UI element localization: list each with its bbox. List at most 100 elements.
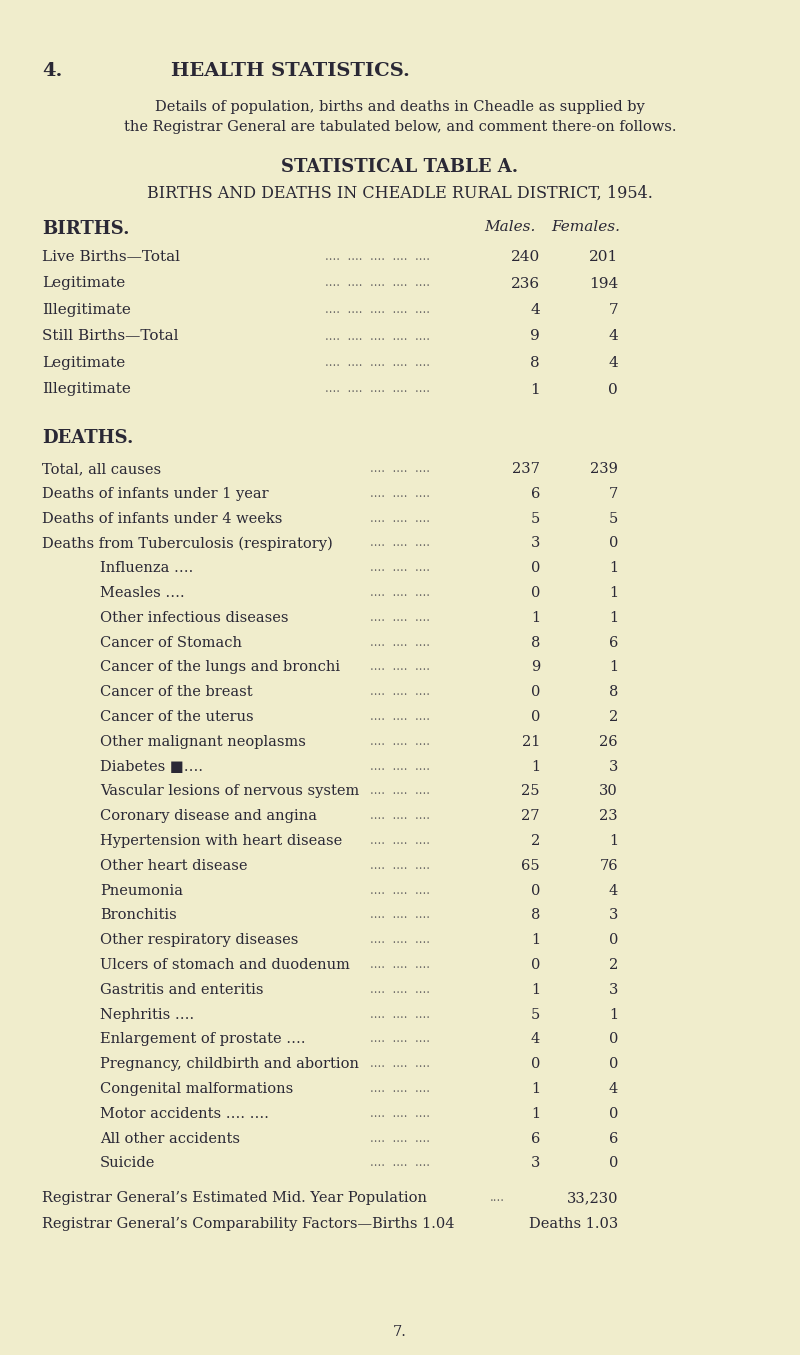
Text: 4: 4 (530, 1033, 540, 1046)
Text: Deaths 1.03: Deaths 1.03 (529, 1217, 618, 1232)
Text: ....  ....  ....: .... .... .... (370, 859, 430, 871)
Text: ....  ....  ....: .... .... .... (370, 883, 430, 897)
Text: Bronchitis: Bronchitis (100, 908, 177, 923)
Text: ....  ....  ....: .... .... .... (370, 585, 430, 599)
Text: 0: 0 (530, 710, 540, 724)
Text: 7: 7 (608, 304, 618, 317)
Text: 7.: 7. (393, 1325, 407, 1339)
Text: 1: 1 (609, 1008, 618, 1022)
Text: 1: 1 (609, 611, 618, 625)
Text: Other respiratory diseases: Other respiratory diseases (100, 934, 298, 947)
Text: Vascular lesions of nervous system: Vascular lesions of nervous system (100, 785, 359, 798)
Text: 201: 201 (589, 251, 618, 264)
Text: 9: 9 (530, 660, 540, 675)
Text: Legitimate: Legitimate (42, 356, 126, 370)
Text: 1: 1 (531, 760, 540, 774)
Text: ....: .... (490, 1191, 505, 1205)
Text: ....  ....  ....  ....  ....: .... .... .... .... .... (325, 382, 430, 396)
Text: ....  ....  ....: .... .... .... (370, 809, 430, 822)
Text: ....  ....  ....: .... .... .... (370, 635, 430, 649)
Text: 1: 1 (609, 833, 618, 848)
Text: 6: 6 (530, 486, 540, 501)
Text: ....  ....  ....: .... .... .... (370, 1156, 430, 1169)
Text: Cancer of the breast: Cancer of the breast (100, 686, 253, 699)
Text: 1: 1 (531, 611, 540, 625)
Text: HEALTH STATISTICS.: HEALTH STATISTICS. (170, 62, 410, 80)
Text: Pregnancy, childbirth and abortion: Pregnancy, childbirth and abortion (100, 1057, 359, 1072)
Text: Other infectious diseases: Other infectious diseases (100, 611, 289, 625)
Text: 4: 4 (608, 356, 618, 370)
Text: ....  ....  ....: .... .... .... (370, 1107, 430, 1119)
Text: ....  ....  ....: .... .... .... (370, 512, 430, 524)
Text: 26: 26 (599, 734, 618, 749)
Text: ....  ....  ....: .... .... .... (370, 1131, 430, 1145)
Text: Hypertension with heart disease: Hypertension with heart disease (100, 833, 342, 848)
Text: 0: 0 (609, 1057, 618, 1072)
Text: 3: 3 (530, 537, 540, 550)
Text: 0: 0 (608, 382, 618, 397)
Text: Nephritis ….: Nephritis …. (100, 1008, 194, 1022)
Text: 0: 0 (530, 1057, 540, 1072)
Text: 5: 5 (530, 512, 540, 526)
Text: ....  ....  ....: .... .... .... (370, 686, 430, 698)
Text: ....  ....  ....  ....  ....: .... .... .... .... .... (325, 329, 430, 343)
Text: Details of population, births and deaths in Cheadle as supplied by: Details of population, births and deaths… (155, 100, 645, 114)
Text: ....  ....  ....: .... .... .... (370, 760, 430, 772)
Text: 0: 0 (530, 585, 540, 600)
Text: ....  ....  ....: .... .... .... (370, 982, 430, 996)
Text: ....  ....  ....: .... .... .... (370, 908, 430, 921)
Text: ....  ....  ....: .... .... .... (370, 537, 430, 549)
Text: 4: 4 (609, 883, 618, 897)
Text: ....  ....  ....: .... .... .... (370, 934, 430, 946)
Text: Cancer of Stomach: Cancer of Stomach (100, 635, 242, 649)
Text: 1: 1 (609, 585, 618, 600)
Text: 2: 2 (609, 958, 618, 972)
Text: 6: 6 (609, 1131, 618, 1145)
Text: 8: 8 (530, 908, 540, 923)
Text: DEATHS.: DEATHS. (42, 430, 134, 447)
Text: 4: 4 (530, 304, 540, 317)
Text: Coronary disease and angina: Coronary disease and angina (100, 809, 317, 824)
Text: 1: 1 (531, 982, 540, 997)
Text: Legitimate: Legitimate (42, 276, 126, 290)
Text: 1: 1 (609, 561, 618, 576)
Text: 8: 8 (609, 686, 618, 699)
Text: 239: 239 (590, 462, 618, 476)
Text: 194: 194 (589, 276, 618, 290)
Text: 21: 21 (522, 734, 540, 749)
Text: 0: 0 (530, 958, 540, 972)
Text: ....  ....  ....  ....  ....: .... .... .... .... .... (325, 251, 430, 263)
Text: 27: 27 (522, 809, 540, 824)
Text: Deaths of infants under 1 year: Deaths of infants under 1 year (42, 486, 269, 501)
Text: 237: 237 (512, 462, 540, 476)
Text: Cancer of the uterus: Cancer of the uterus (100, 710, 254, 724)
Text: 1: 1 (530, 382, 540, 397)
Text: 0: 0 (530, 686, 540, 699)
Text: 0: 0 (609, 1156, 618, 1171)
Text: 240: 240 (510, 251, 540, 264)
Text: 5: 5 (609, 512, 618, 526)
Text: 1: 1 (531, 1107, 540, 1121)
Text: All other accidents: All other accidents (100, 1131, 240, 1145)
Text: 25: 25 (522, 785, 540, 798)
Text: Gastritis and enteritis: Gastritis and enteritis (100, 982, 263, 997)
Text: 8: 8 (530, 356, 540, 370)
Text: Measles ….: Measles …. (100, 585, 185, 600)
Text: Suicide: Suicide (100, 1156, 155, 1171)
Text: 3: 3 (609, 908, 618, 923)
Text: 9: 9 (530, 329, 540, 344)
Text: 0: 0 (609, 1033, 618, 1046)
Text: Registrar General’s Estimated Mid. Year Population: Registrar General’s Estimated Mid. Year … (42, 1191, 427, 1205)
Text: ....  ....  ....  ....  ....: .... .... .... .... .... (325, 304, 430, 316)
Text: ....  ....  ....: .... .... .... (370, 785, 430, 797)
Text: ....  ....  ....: .... .... .... (370, 710, 430, 724)
Text: 1: 1 (531, 1083, 540, 1096)
Text: 3: 3 (530, 1156, 540, 1171)
Text: ....  ....  ....: .... .... .... (370, 1033, 430, 1046)
Text: 1: 1 (531, 934, 540, 947)
Text: 5: 5 (530, 1008, 540, 1022)
Text: 4: 4 (608, 329, 618, 344)
Text: Deaths of infants under 4 weeks: Deaths of infants under 4 weeks (42, 512, 282, 526)
Text: 6: 6 (530, 1131, 540, 1145)
Text: 23: 23 (599, 809, 618, 824)
